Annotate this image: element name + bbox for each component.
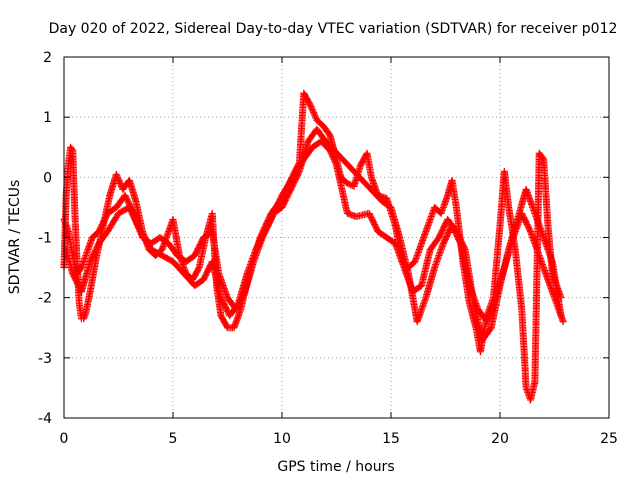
data-point — [311, 112, 319, 120]
y-tick-label: -4 — [38, 411, 52, 427]
series-trace-c — [62, 125, 567, 326]
data-point — [329, 152, 337, 160]
data-point — [115, 176, 123, 184]
data-point — [114, 173, 122, 181]
y-tick-label: 2 — [43, 50, 52, 66]
data-point — [308, 106, 316, 114]
y-axis-ticks: -4 -3 -2 -1 0 1 2 — [38, 50, 609, 427]
data-point — [330, 155, 338, 163]
data-point — [116, 178, 124, 186]
y-tick-label: -2 — [38, 291, 52, 307]
y-axis-label: SDTVAR / TECUs — [7, 180, 23, 295]
x-tick-label: 0 — [60, 431, 69, 447]
data-point — [329, 154, 337, 162]
data-point — [310, 110, 318, 118]
data-point — [113, 172, 121, 180]
data-markers — [60, 89, 567, 404]
data-point — [331, 158, 339, 166]
x-tick-label: 10 — [273, 431, 291, 447]
chart-title: Day 020 of 2022, Sidereal Day-to-day VTE… — [49, 21, 618, 37]
data-point — [306, 101, 314, 109]
y-tick-label: 1 — [43, 110, 52, 126]
x-tick-label: 25 — [600, 431, 618, 447]
x-tick-label: 15 — [382, 431, 400, 447]
data-point — [332, 160, 340, 168]
data-point — [114, 175, 122, 183]
x-axis-label: GPS time / hours — [277, 459, 394, 475]
data-point — [559, 318, 567, 326]
data-point — [343, 179, 351, 187]
data-point — [116, 179, 124, 187]
data-point — [312, 113, 320, 121]
x-tick-label: 5 — [169, 431, 178, 447]
x-axis-ticks: 0 5 10 15 20 25 — [60, 57, 618, 447]
data-point — [331, 157, 339, 165]
data-point — [309, 107, 317, 115]
y-tick-label: 0 — [43, 170, 52, 186]
y-tick-label: -1 — [38, 231, 52, 247]
data-point — [112, 170, 120, 178]
data-point — [310, 109, 318, 117]
data-point — [307, 103, 315, 111]
data-point — [456, 238, 464, 246]
x-tick-label: 20 — [491, 431, 509, 447]
data-point — [328, 151, 336, 159]
data-point — [68, 145, 76, 153]
data-point — [345, 180, 353, 188]
y-tick-label: -3 — [38, 351, 52, 367]
data-point — [308, 104, 316, 112]
